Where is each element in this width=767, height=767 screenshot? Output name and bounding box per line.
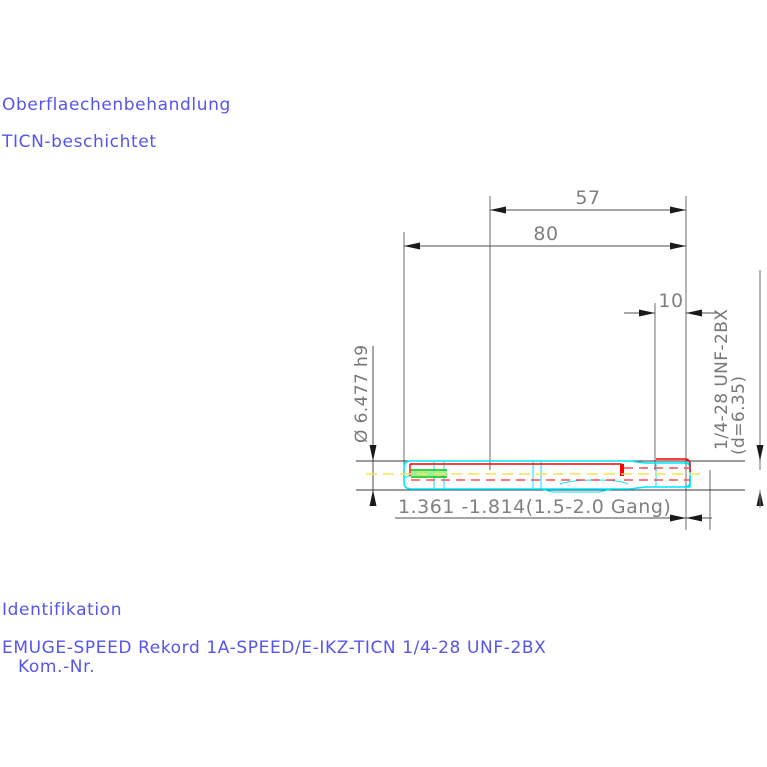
dimension-57-label: 57 <box>575 187 600 209</box>
dimension-10-label: 10 <box>658 290 683 312</box>
arrow-left-icon <box>686 514 702 522</box>
dimension-thread-spec: 1/4-28 UNF-2BX (d=6.35) <box>712 270 764 508</box>
identification-line-2: Kom.-Nr. <box>18 657 95 677</box>
arrow-right-icon <box>670 206 686 214</box>
tool-red-end-marker <box>620 464 624 476</box>
tool-neck-taper-lower <box>540 488 613 493</box>
arrow-down-icon <box>369 445 377 461</box>
pitch-note-label: 1.361 -1.814(1.5-2.0 Gang) <box>398 496 671 518</box>
tool-right-end-cap <box>683 462 691 488</box>
arrow-right-icon <box>670 514 686 522</box>
thread-spec-line1-label: 1/4-28 UNF-2BX <box>712 309 732 450</box>
tool-left-end-cap <box>403 460 412 490</box>
dimension-80: 80 <box>403 223 686 470</box>
arrow-left-icon <box>686 309 702 317</box>
arrow-up-icon <box>369 490 377 506</box>
dimension-pitch-note: 1.361 -1.814(1.5-2.0 Gang) <box>395 470 712 530</box>
arrow-down-icon <box>756 445 764 461</box>
arrow-right-icon <box>639 309 655 317</box>
arrow-left-icon <box>490 206 506 214</box>
dimension-shank-diameter: Ø 6.477 h9 <box>352 345 420 506</box>
tool-outer-profile <box>411 460 691 490</box>
surface-treatment-value: TICN-beschichtet <box>1 132 157 152</box>
tool-green-coating <box>411 471 447 476</box>
arrow-right-icon <box>670 242 686 250</box>
dimension-80-label: 80 <box>533 223 558 245</box>
surface-treatment-heading: Oberflaechenbehandlung <box>2 95 231 115</box>
tool-red-thread-outline <box>656 458 691 472</box>
identification-heading: Identifikation <box>2 600 122 620</box>
tool-body-drawing <box>356 458 745 493</box>
thread-spec-line2-label: (d=6.35) <box>729 376 749 455</box>
dimension-10: 10 <box>624 290 717 470</box>
dimension-diameter-label: Ø 6.477 h9 <box>352 345 372 443</box>
identification-line-1: EMUGE-SPEED Rekord 1A-SPEED/E-IKZ-TICN 1… <box>2 638 546 658</box>
dimension-57: 57 <box>489 187 687 470</box>
arrow-left-icon <box>404 242 420 250</box>
